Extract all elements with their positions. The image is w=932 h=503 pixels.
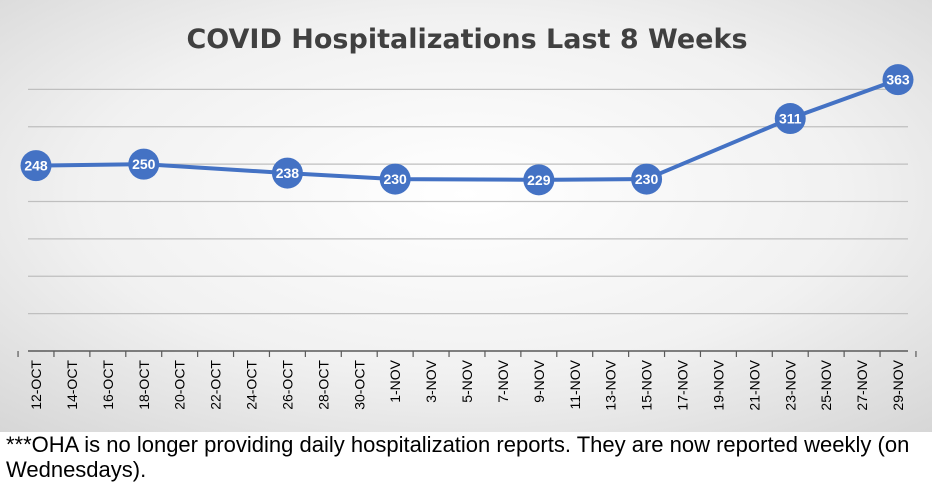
x-tick-label: 11-NOV <box>567 359 583 409</box>
chart-title: COVID Hospitalizations Last 8 Weeks <box>186 24 747 55</box>
data-point <box>523 164 555 196</box>
x-tick-label: 19-NOV <box>710 359 726 410</box>
x-tick-label: 17-NOV <box>675 359 691 410</box>
x-tick-label: 30-OCT <box>351 360 367 410</box>
x-tick-label: 28-OCT <box>315 360 331 410</box>
data-label: 248 <box>24 158 48 174</box>
x-tick-label: 24-OCT <box>244 360 260 410</box>
x-tick-label: 13-NOV <box>603 359 619 410</box>
data-point <box>271 157 303 189</box>
x-tick-label: 22-OCT <box>208 360 224 410</box>
x-tick-label: 23-NOV <box>782 359 798 410</box>
data-label: 250 <box>132 156 156 172</box>
data-point <box>128 148 160 180</box>
x-tick-label: 18-OCT <box>136 360 152 410</box>
x-tick-label: 21-NOV <box>746 359 762 410</box>
x-tick-label: 26-OCT <box>279 360 295 410</box>
data-label: 230 <box>635 171 659 187</box>
x-tick-label: 1-NOV <box>387 359 403 402</box>
chart: COVID Hospitalizations Last 8 Weeks 12-O… <box>0 0 932 432</box>
data-point <box>774 103 806 135</box>
data-point <box>882 64 914 96</box>
x-tick-label: 7-NOV <box>495 359 511 402</box>
x-tick-label: 29-NOV <box>890 359 906 410</box>
x-tick-label: 12-OCT <box>28 360 44 410</box>
x-tick-label: 16-OCT <box>100 360 116 410</box>
data-point <box>20 150 52 182</box>
series: 248 250 238 230 229 230 311 363 <box>20 64 914 196</box>
x-tick-label: 5-NOV <box>459 359 475 402</box>
x-tick-label: 3-NOV <box>423 359 439 402</box>
x-tick-label: 25-NOV <box>818 359 834 410</box>
data-label: 363 <box>886 72 910 88</box>
footnote: ***OHA is no longer providing daily hosp… <box>6 432 910 482</box>
data-label: 230 <box>383 171 407 187</box>
grid <box>28 88 908 315</box>
data-label: 238 <box>276 165 300 181</box>
chart-background <box>0 0 932 432</box>
x-tick-label: 15-NOV <box>639 359 655 410</box>
x-axis: 12-OCT 14-OCT 16-OCT 18-OCT 20-OCT 22-OCT 24-O… <box>17 350 917 411</box>
x-tick-label: 9-NOV <box>531 359 547 402</box>
x-tick-label: 20-OCT <box>172 360 188 410</box>
x-tick-label: 27-NOV <box>854 359 870 410</box>
data-label: 229 <box>527 172 551 188</box>
data-point <box>379 163 411 195</box>
data-point <box>631 163 663 195</box>
x-tick-label: 14-OCT <box>64 360 80 410</box>
series-line <box>35 77 899 182</box>
data-label: 311 <box>779 111 802 127</box>
